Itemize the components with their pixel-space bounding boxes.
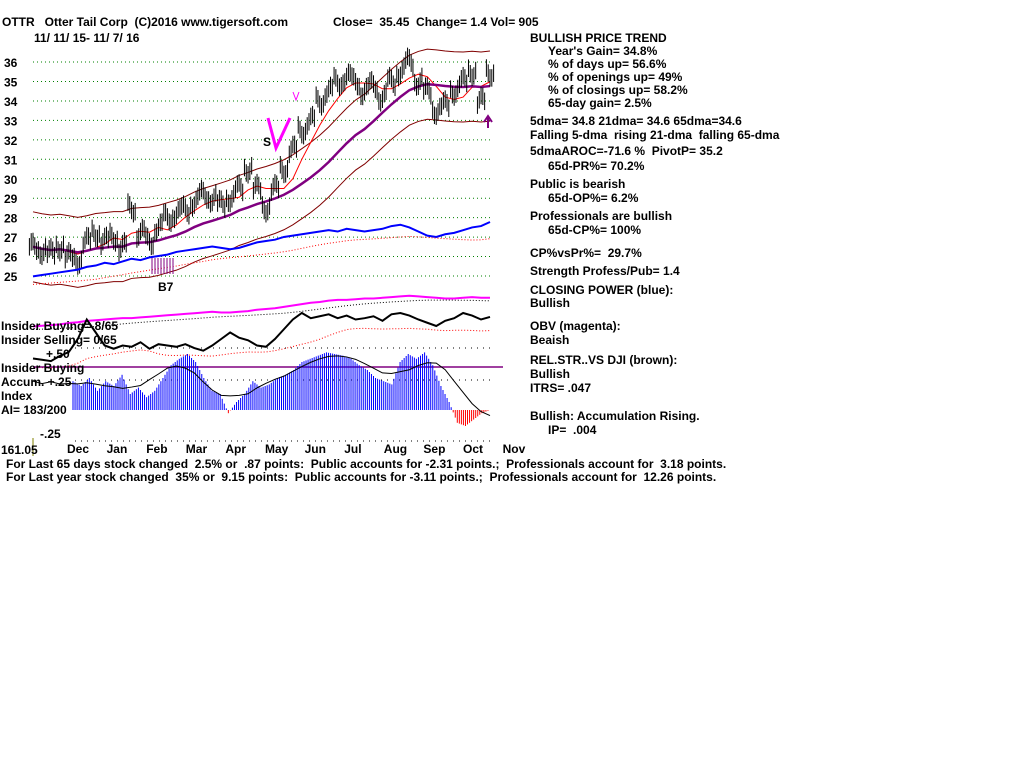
stat-line: Falling 5-dma rising 21-dma falling 65-d… — [530, 128, 780, 142]
signal-b7: B7 — [158, 280, 174, 294]
y-tick-label: 30 — [4, 173, 18, 187]
y-tick-label: 36 — [4, 56, 18, 70]
rel-strength-ma — [32, 327, 491, 369]
y-tick-label: 34 — [4, 95, 18, 109]
stat-line: Bullish — [530, 367, 571, 381]
stat-line: ITRS= .047 — [530, 381, 592, 395]
stat-line: Bullish — [530, 296, 571, 310]
overlap-value: 161.05 — [1, 443, 38, 457]
x-tick-label: Nov — [503, 442, 526, 456]
stat-line: Strength Profess/Pub= 1.4 — [530, 264, 680, 278]
x-tick-label: Jul — [344, 442, 361, 456]
stat-line: BULLISH PRICE TREND — [530, 31, 667, 45]
insider-buying-label-2: Insider Buying — [1, 361, 85, 375]
stat-line: Bullish: Accumulation Rising. — [530, 409, 700, 423]
closing-power-ma — [32, 235, 491, 285]
index-label: Index — [1, 389, 33, 403]
x-tick-label: Aug — [384, 442, 407, 456]
chart-title: OTTR Otter Tail Corp (C)2016 www.tigerso… — [2, 15, 289, 29]
stat-line: % of closings up= 58.2% — [548, 83, 688, 97]
stat-line: 5dmaAROC=-71.6 % PivotP= 35.2 — [530, 144, 723, 158]
stat-line: 65d-CP%= 100% — [548, 223, 642, 237]
stat-line: % of days up= 56.6% — [548, 57, 667, 71]
stat-line: OBV (magenta): — [530, 319, 621, 333]
stat-line: % of openings up= 49% — [548, 70, 683, 84]
y-tick-label: 29 — [4, 192, 18, 206]
footer-line-year: For Last year stock changed 35% or 9.15 … — [6, 470, 717, 484]
x-tick-label: Sep — [423, 442, 445, 456]
plus50-label: +.50 — [46, 347, 70, 361]
x-tick-label: Apr — [225, 442, 246, 456]
ma21-line — [32, 73, 491, 255]
x-tick-label: Oct — [463, 442, 483, 456]
accum-label: Accum. +.25 — [1, 375, 72, 389]
ai-label: AI= 183/200 — [1, 403, 67, 417]
x-tick-label: Jan — [107, 442, 128, 456]
stat-line: 65d-OP%= 6.2% — [548, 191, 639, 205]
x-tick-label: Dec — [67, 442, 89, 456]
stat-line: Year's Gain= 34.8% — [548, 44, 658, 58]
stat-line: CP%vsPr%= 29.7% — [530, 246, 642, 260]
x-tick-label: Jun — [305, 442, 326, 456]
stat-line: Beaish — [530, 333, 570, 347]
date-range: 11/ 11/ 15- 11/ 7/ 16 — [34, 31, 140, 45]
stat-line: IP= .004 — [548, 423, 597, 437]
y-tick-label: 35 — [4, 76, 18, 90]
x-tick-label: Mar — [186, 442, 208, 456]
ma65-line — [32, 82, 491, 254]
lower-band — [32, 118, 491, 288]
sell-arrow-icon — [266, 117, 292, 153]
y-tick-label: 31 — [4, 153, 18, 167]
up-arrow-icon — [483, 114, 493, 128]
x-tick-label: May — [265, 442, 289, 456]
obv-line — [32, 294, 490, 328]
insider-selling-label: Insider Selling= 0/65 — [1, 333, 117, 347]
stat-line: 65d-PR%= 70.2% — [548, 159, 645, 173]
stat-line: Public is bearish — [530, 177, 626, 191]
footer-line-65d: For Last 65 days stock changed 2.5% or .… — [6, 457, 727, 471]
stat-line: 5dma= 34.8 21dma= 34.6 65dma=34.6 — [530, 114, 742, 128]
ai-ma-line — [32, 355, 491, 417]
signal-s: S — [263, 135, 272, 149]
x-tick-label: Feb — [146, 442, 167, 456]
upper-band — [32, 48, 491, 218]
minus25-label: -.25 — [40, 427, 61, 441]
y-tick-label: 27 — [4, 231, 18, 245]
insider-buying-label: Insider Buying= 8/65 — [1, 319, 119, 333]
y-tick-label: 28 — [4, 212, 18, 226]
y-tick-label: 33 — [4, 114, 18, 128]
down-arrow-icon — [292, 91, 300, 102]
closing-power-line — [32, 221, 491, 278]
stat-line: Professionals are bullish — [530, 209, 673, 223]
y-tick-label: 25 — [4, 270, 18, 284]
quote-summary: Close= 35.45 Change= 1.4 Vol= 905 — [333, 15, 539, 29]
y-tick-label: 26 — [4, 251, 18, 265]
y-tick-label: 32 — [4, 134, 18, 148]
stat-line: CLOSING POWER (blue): — [530, 283, 674, 297]
stat-line: 65-day gain= 2.5% — [548, 96, 652, 110]
stat-line: REL.STR..VS DJI (brown): — [530, 353, 678, 367]
rel-strength-line — [32, 311, 491, 363]
